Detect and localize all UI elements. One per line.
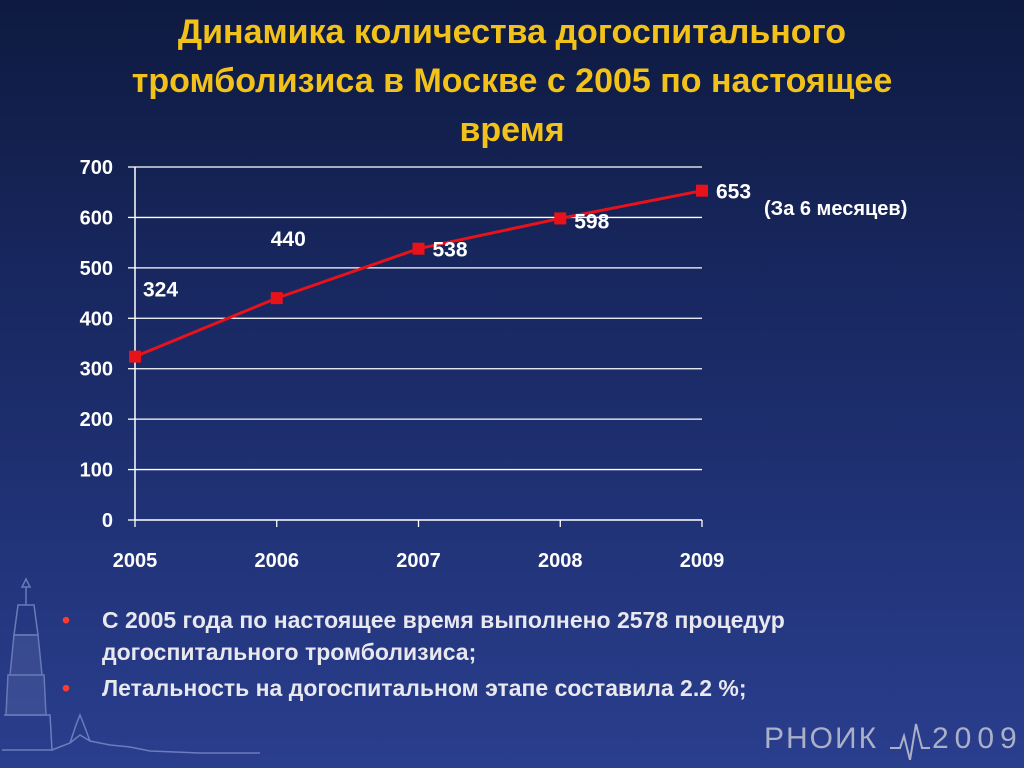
series-line <box>134 189 703 358</box>
data-point-marker <box>129 350 141 363</box>
data-label: 440 <box>271 228 306 251</box>
data-labels: 324 440 538 598 653 <box>143 181 751 302</box>
series-points <box>129 184 708 363</box>
rnoik-logo: РНОИК 2009 <box>764 722 1020 760</box>
x-tick-label: 2008 <box>538 550 583 572</box>
grid-lines <box>135 166 702 471</box>
y-tick-label: 500 <box>80 258 113 280</box>
bullet-text: Летальность на догоспитальном этапе сост… <box>102 675 747 701</box>
x-tick-label: 2009 <box>680 550 725 572</box>
y-tick-label: 200 <box>80 409 113 431</box>
x-axis-ticks: 2005 2006 2007 2008 2009 <box>113 550 725 572</box>
bullet-item: • Летальность на догоспитальном этапе со… <box>62 672 982 704</box>
data-point-marker <box>554 212 567 225</box>
data-label: 324 <box>143 279 178 302</box>
logo-year: 2009 <box>932 722 1020 755</box>
data-point-marker <box>270 292 283 305</box>
kremlin-tower-decoration <box>2 577 260 754</box>
x-tick-label: 2007 <box>396 550 441 572</box>
y-tick-label: 400 <box>80 308 113 330</box>
data-point-marker <box>696 184 708 197</box>
bullet-dot: • <box>62 675 71 701</box>
bullet-text: С 2005 года по настоящее время выполнено… <box>102 607 785 665</box>
data-label: 653 <box>716 181 751 204</box>
y-tick-label: 600 <box>80 207 113 229</box>
chart-axes <box>128 166 703 527</box>
data-label: 538 <box>433 239 468 262</box>
note-six-months: (За 6 месяцев) <box>764 198 908 220</box>
bullet-item: • С 2005 года по настоящее время выполне… <box>62 604 982 668</box>
bullet-list: • С 2005 года по настоящее время выполне… <box>62 604 982 708</box>
y-tick-label: 700 <box>80 157 113 179</box>
data-point-marker <box>412 242 425 255</box>
y-axis-ticks: 0 100 200 300 400 500 600 700 <box>80 157 113 532</box>
y-tick-label: 0 <box>102 510 113 532</box>
logo-text: РНОИК <box>764 722 878 755</box>
y-tick-label: 300 <box>80 359 113 381</box>
y-tick-label: 100 <box>80 460 113 482</box>
data-label: 598 <box>574 210 609 233</box>
bullet-dot: • <box>62 607 71 633</box>
series-line-path <box>134 189 703 358</box>
heartbeat-icon <box>890 723 930 760</box>
x-tick-label: 2006 <box>255 550 300 572</box>
slide-title: Динамика количества догоспитального тром… <box>131 13 893 149</box>
x-tick-label: 2005 <box>113 550 158 572</box>
